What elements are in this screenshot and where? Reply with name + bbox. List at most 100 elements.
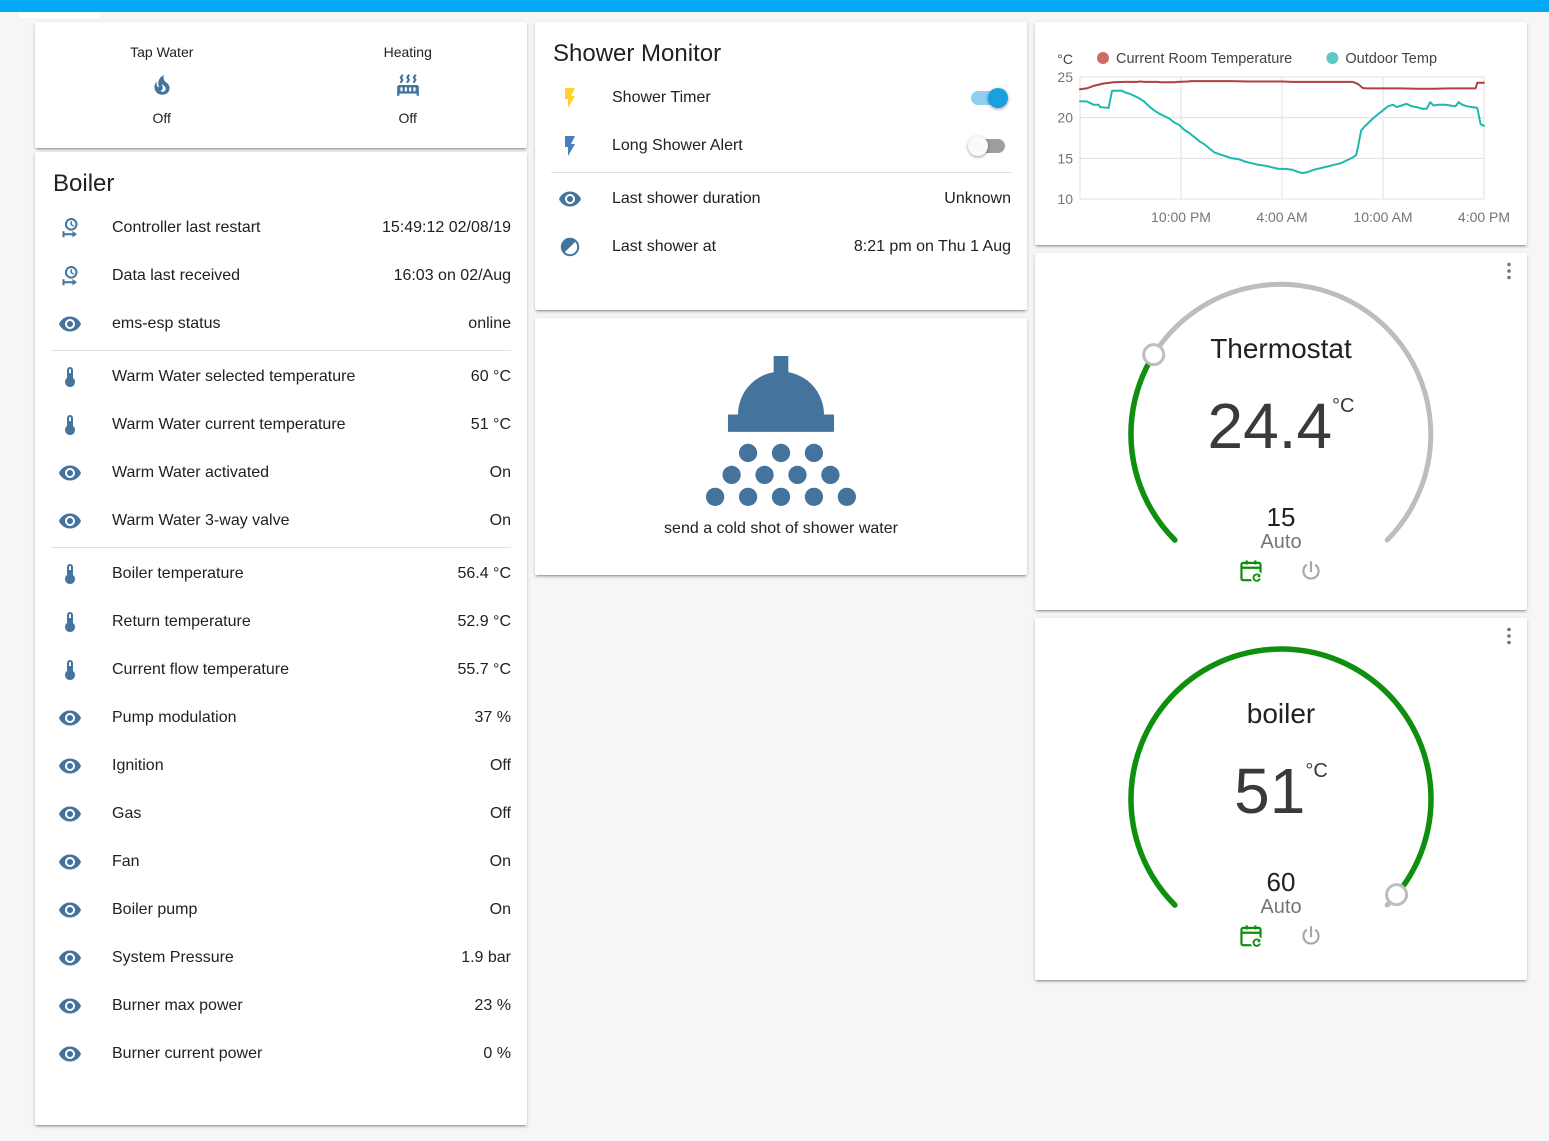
calendar-sync-icon[interactable] [1238,923,1264,949]
entity-row[interactable]: System Pressure 1.9 bar [35,934,527,982]
entity-row[interactable]: Pump modulation 37 % [35,694,527,742]
dial-value: 51 [1234,755,1306,827]
eye-icon [58,994,82,1018]
entity-value: Off [489,805,511,822]
entity-label: Return temperature [112,613,251,630]
toggle-switch[interactable] [968,136,1005,156]
dial-current-temperature: 24.4 °C [1035,393,1527,459]
menu-icon[interactable] [1497,259,1521,283]
app-header [0,0,1549,18]
thermostat-dial-slider[interactable] [1035,253,1527,610]
eye-icon [58,706,82,730]
entity-value: 55.7 °C [457,661,511,678]
legend-label[interactable]: Current Room Temperature [1116,51,1292,67]
entity-row[interactable]: ems-esp status online [35,300,527,348]
entity-label: Controller last restart [112,219,261,236]
x-tick-label: 4:00 PM [1458,209,1510,225]
entity-value: On [489,512,511,529]
entity-row[interactable]: Return temperature 52.9 °C [35,598,527,646]
divider [51,350,511,351]
x-tick-label: 10:00 AM [1353,209,1412,225]
entity-value: 23 % [474,997,511,1014]
entity-row[interactable]: Warm Water activated On [35,449,527,497]
toggle-knob [968,136,988,156]
entity-label: Current flow temperature [112,661,289,678]
eye-icon [58,312,82,336]
eye-icon [58,754,82,778]
dial-handle[interactable] [1142,343,1166,367]
card-title: Shower Monitor [553,40,722,67]
entity-row[interactable]: Fan On [35,838,527,886]
entity-row[interactable]: Burner max power 23 % [35,982,527,1030]
eye-icon [58,509,82,533]
boiler-dial-card: boiler 51 °C 60 Auto [1035,618,1527,980]
entity-row[interactable]: Warm Water 3-way valve On [35,497,527,545]
toggle-knob [988,88,1008,108]
entity-value: 8:21 pm on Thu 1 Aug [853,238,1011,255]
entity-value: On [489,853,511,870]
entity-row[interactable]: Current flow temperature 55.7 °C [35,646,527,694]
dial-mode: Auto [1260,896,1302,918]
glance-state: Off [398,110,417,126]
entity-label: Boiler temperature [112,565,244,582]
thermometer-icon [58,413,82,437]
entity-row[interactable]: Burner current power 0 % [35,1030,527,1078]
entity-row[interactable]: Boiler pump On [35,886,527,934]
dial-handle[interactable] [1385,883,1409,907]
eye-icon [558,187,582,211]
entity-row[interactable]: Last shower at 8:21 pm on Thu 1 Aug [535,223,1027,271]
power-icon[interactable] [1298,558,1324,584]
clock-arrow-icon [58,216,82,240]
legend-dot [1097,52,1109,64]
entity-value: 16:03 on 02/Aug [393,267,511,284]
entity-label: Data last received [112,267,241,284]
eye-icon [58,1042,82,1066]
menu-icon[interactable] [1497,624,1521,648]
boiler-card: Boiler Controller last restart 15:49:12 0… [35,152,527,1125]
entity-label: Burner max power [112,997,243,1014]
toggle-switch[interactable] [971,88,1008,108]
entity-row[interactable]: Warm Water current temperature 51 °C [35,401,527,449]
entity-row[interactable]: Warm Water selected temperature 60 °C [35,353,527,401]
toggle-label: Long Shower Alert [612,137,743,154]
thermostat-card: Thermostat 24.4 °C 15 Auto [1035,253,1527,610]
dial-unit: °C [1305,760,1328,782]
glance-label: Tap Water [130,44,194,60]
entity-value: online [468,315,511,332]
dial-track [1151,281,1434,543]
entity-value: On [489,901,511,918]
entity-value: Off [489,757,511,774]
radiator-icon[interactable] [395,72,421,98]
fire-icon[interactable] [149,72,175,98]
active-tab-indicator[interactable] [19,12,100,18]
eye-icon [58,946,82,970]
glance-item-tap-water[interactable]: Tap Water Off [130,44,193,126]
entity-row[interactable]: Gas Off [35,790,527,838]
power-icon[interactable] [1298,923,1324,949]
entity-row[interactable]: Controller last restart 15:49:12 02/08/19 [35,204,527,252]
eye-icon [58,850,82,874]
entity-label: Warm Water selected temperature [112,368,356,385]
shower-action-card[interactable]: send a cold shot of shower water [535,318,1027,575]
glance-state: Off [152,110,171,126]
eye-icon [58,802,82,826]
entity-row[interactable]: Data last received 16:03 on 02/Aug [35,252,527,300]
entity-label: System Pressure [112,949,234,966]
eye-icon [58,898,82,922]
calendar-sync-icon[interactable] [1238,558,1264,584]
boiler-dial-slider[interactable] [1035,618,1527,980]
dial-setpoint: 60 [1266,867,1296,897]
toggle-row: Shower Timer [535,74,1027,122]
y-axis-unit: °C [1057,51,1073,67]
glance-item-heating[interactable]: Heating Off [384,44,432,126]
legend-label[interactable]: Outdoor Temp [1345,51,1437,67]
shower-monitor-card: Shower Monitor Shower Timer Long Shower A… [535,22,1027,310]
entity-row[interactable]: Ignition Off [35,742,527,790]
entity-row[interactable]: Last shower duration Unknown [535,175,1027,223]
entity-row[interactable]: Boiler temperature 56.4 °C [35,550,527,598]
eye-icon [58,461,82,485]
y-tick-label: 25 [1057,69,1073,85]
entity-value: 51 °C [470,416,511,433]
entity-value: On [489,464,511,481]
entity-label: Last shower at [612,238,717,255]
